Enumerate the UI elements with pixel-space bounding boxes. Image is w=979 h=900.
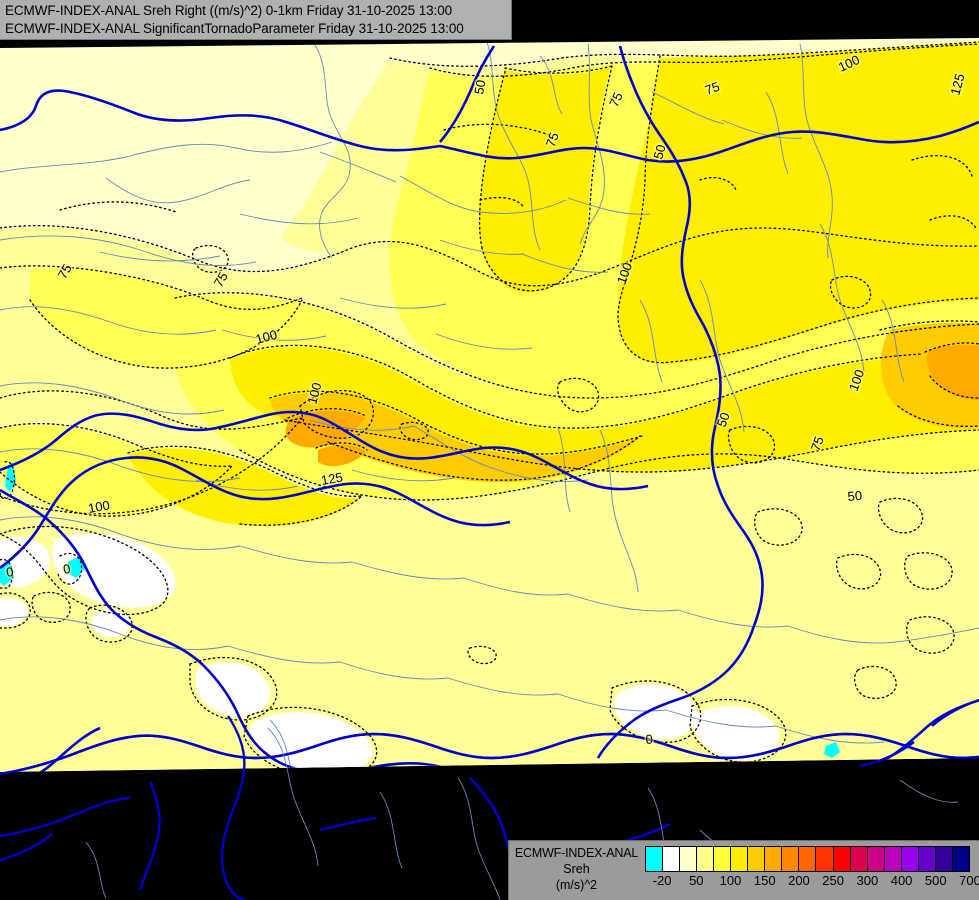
colorbar-tick: 50	[689, 873, 704, 888]
colorbar-tick-labels: -20 50 100 150 200 250 300 400 500 700	[645, 872, 979, 892]
svg-text:50: 50	[471, 79, 488, 96]
legend-variable-label: Sreh	[563, 862, 590, 876]
svg-text:75: 75	[55, 261, 75, 281]
data-field	[0, 38, 979, 772]
legend-bar-wrap: -20 50 100 150 200 250 300 400 500 700	[644, 841, 979, 892]
colorbar-swatch[interactable]	[697, 847, 715, 871]
colorbar[interactable]	[645, 846, 970, 872]
colorbar-swatch[interactable]	[782, 847, 800, 871]
svg-text:0: 0	[645, 731, 654, 747]
borders-outside-domain	[0, 698, 979, 900]
colorbar-legend[interactable]: ECMWF-INDEX-ANAL Sreh (m/s)^2 -20 50 100 15…	[508, 840, 979, 900]
svg-text:0: 0	[5, 564, 15, 580]
colorbar-tick: -20	[652, 873, 672, 888]
colorbar-swatch[interactable]	[646, 847, 664, 871]
colorbar-tick: 250	[822, 873, 845, 888]
colorbar-swatch[interactable]	[799, 847, 817, 871]
svg-text:100: 100	[254, 327, 279, 347]
svg-text:125: 125	[320, 469, 344, 488]
colorbar-tick: 300	[856, 873, 879, 888]
svg-text:100: 100	[614, 261, 636, 287]
svg-text:50: 50	[714, 410, 733, 429]
svg-text:50: 50	[471, 79, 488, 96]
colorbar-tick: 150	[753, 873, 776, 888]
field-level-negative	[0, 462, 840, 758]
colorbar-tick: 400	[890, 873, 913, 888]
svg-text:50: 50	[650, 143, 668, 161]
colorbar-swatch[interactable]	[884, 847, 902, 871]
svg-text:75: 75	[703, 79, 722, 98]
contour-lines	[0, 41, 979, 772]
svg-text:100: 100	[87, 497, 111, 516]
colorbar-swatch[interactable]	[918, 847, 936, 871]
colorbar-swatch[interactable]	[765, 847, 783, 871]
svg-text:75: 75	[543, 130, 562, 149]
title-line-sreh: ECMWF-INDEX-ANAL Sreh Right ((m/s)^2) 0-…	[5, 3, 453, 18]
contour-label: 00	[643, 730, 655, 749]
svg-text:0: 0	[645, 731, 654, 747]
colorbar-tick: 500	[924, 873, 947, 888]
svg-text:75: 75	[606, 90, 626, 109]
colorbar-tick: 100	[719, 873, 742, 888]
field-level-zero	[0, 533, 780, 772]
colorbar-swatch[interactable]	[680, 847, 698, 871]
colorbar-swatch[interactable]	[901, 847, 919, 871]
svg-text:50: 50	[714, 410, 733, 429]
colorbar-swatch[interactable]	[816, 847, 834, 871]
svg-text:75: 75	[543, 130, 562, 149]
title-bar: ECMWF-INDEX-ANAL Sreh Right ((m/s)^2) 0-…	[0, 0, 512, 40]
colorbar-tick: 700	[959, 873, 979, 888]
svg-text:75: 75	[211, 269, 231, 289]
svg-text:50: 50	[847, 488, 863, 504]
svg-text:0: 0	[62, 561, 72, 577]
colorbar-swatch[interactable]	[663, 847, 681, 871]
svg-text:100: 100	[304, 381, 324, 406]
colorbar-swatch[interactable]	[867, 847, 885, 871]
svg-text:125: 125	[320, 469, 344, 488]
colorbar-tick: 200	[788, 873, 810, 888]
country-borders	[0, 45, 979, 772]
colorbar-swatch[interactable]	[850, 847, 868, 871]
legend-model-label: ECMWF-INDEX-ANAL	[514, 846, 639, 860]
svg-text:50: 50	[650, 143, 668, 161]
rivers	[0, 41, 979, 772]
svg-text:100: 100	[846, 368, 868, 394]
svg-text:125: 125	[947, 72, 967, 97]
field-level-150	[285, 344, 979, 467]
colorbar-swatch[interactable]	[935, 847, 953, 871]
svg-text:75: 75	[703, 79, 722, 98]
legend-units-label: (m/s)^2	[555, 878, 598, 892]
colorbar-swatch[interactable]	[714, 847, 732, 871]
title-line-stp: ECMWF-INDEX-ANAL SignificantTornadoParam…	[5, 21, 464, 36]
colorbar-swatch[interactable]	[731, 847, 749, 871]
colorbar-swatch[interactable]	[833, 847, 851, 871]
svg-text:50: 50	[847, 488, 863, 504]
svg-text:100: 100	[87, 497, 111, 516]
svg-text:75: 75	[808, 434, 827, 453]
colorbar-swatch[interactable]	[952, 847, 969, 871]
colorbar-swatch[interactable]	[748, 847, 766, 871]
legend-caption: ECMWF-INDEX-ANAL Sreh (m/s)^2	[509, 841, 644, 893]
svg-text:75: 75	[808, 434, 827, 453]
